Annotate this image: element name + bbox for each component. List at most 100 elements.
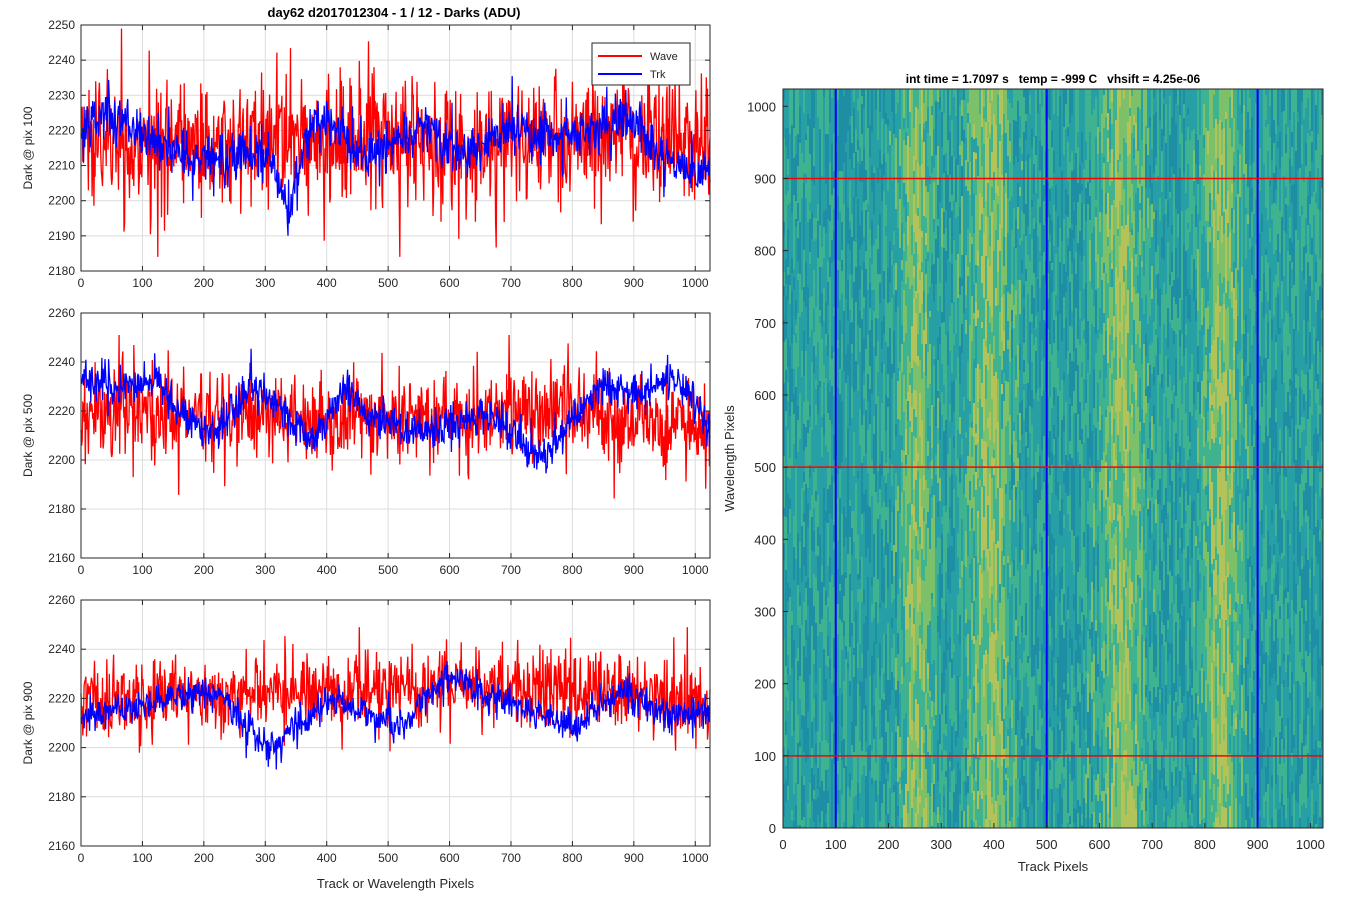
heatmap-cell [989,567,991,583]
heatmap-cell [795,622,797,658]
heatmap-cell [1097,500,1099,526]
heatmap-cell [903,183,905,207]
heatmap-cell [929,823,931,828]
heatmap-cell [791,343,793,369]
heatmap-cell [989,397,991,412]
heatmap-cell [939,177,941,202]
heatmap-cell [993,702,995,736]
heatmap-cell [879,303,881,342]
heatmap-cell [829,163,831,205]
heatmap-cell [883,422,885,432]
heatmap-cell [797,493,799,533]
heatmap-cell [941,392,943,415]
heatmap-cell [1005,748,1007,768]
x-tick-label: 300 [255,851,275,865]
heatmap-cell [1089,775,1091,818]
heatmap-cell [919,815,921,828]
heatmap-cell [1087,210,1089,225]
heatmap-cell [891,690,893,732]
heatmap-cell [975,472,977,490]
heatmap-cell [1065,318,1067,343]
heatmap-cell [953,302,955,334]
heatmap-cell [1011,728,1013,753]
heatmap-cell [1029,289,1031,322]
heatmap-cell [915,576,917,619]
heatmap-cell [995,288,997,306]
heatmap-cell [1015,441,1017,465]
heatmap-cell [783,417,785,439]
heatmap-cell [997,348,999,368]
heatmap-cell [1053,711,1055,727]
heatmap-cell [1007,292,1009,321]
heatmap-cell [901,223,903,260]
heatmap-cell [1033,273,1035,298]
heatmap-cell [959,804,961,828]
heatmap-cell [1019,413,1021,440]
heatmap-cell [901,139,903,152]
heatmap-cell [849,159,851,181]
heatmap-cell [967,444,969,456]
heatmap-cell [867,128,869,147]
heatmap-cell [989,541,991,551]
heatmap-cell [961,656,963,699]
heatmap-cell [989,323,991,344]
heatmap-cell [1099,747,1101,756]
heatmap-cell [837,474,839,498]
heatmap-cell [985,189,987,201]
heatmap-cell [1087,114,1089,144]
heatmap-cell [857,479,859,497]
heatmap-cell [795,333,797,343]
heatmap-cell [823,365,825,382]
heatmap-cell [899,435,901,457]
heatmap-cell [843,371,845,416]
heatmap-cell [893,265,895,295]
heatmap-cell [891,145,893,151]
heatmap-cell [1077,243,1079,258]
heatmap-cell [1033,618,1035,645]
heatmap-cell [947,533,949,548]
heatmap-cell [951,373,953,382]
heatmap-cell [899,777,901,784]
heatmap-cell [921,817,923,828]
heatmap-cell [989,598,991,637]
heatmap-cell [831,222,833,240]
x-tick-label: 1000 [682,563,709,577]
heatmap-cell [925,440,927,480]
heatmap-cell [1053,657,1055,670]
heatmap-cell [817,342,819,385]
heatmap-cell [1033,399,1035,429]
heatmap-cell [901,194,903,223]
heatmap-cell [1015,799,1017,807]
heatmap-cell [1083,169,1085,179]
heatmap-cell [1043,436,1045,466]
heatmap-cell [895,690,897,709]
heatmap-cell [817,797,819,815]
heatmap-cell [1083,815,1085,828]
heatmap-cell [891,181,893,195]
heatmap-cell [983,391,985,431]
heatmap-cell [899,654,901,667]
heatmap-cell [871,246,873,264]
heatmap-cell [1047,503,1049,536]
heatmap-cell [931,156,933,173]
heatmap-cell [847,280,849,321]
heatmap-cell [947,216,949,259]
heatmap-cell [993,237,995,251]
heatmap-cell [1065,751,1067,768]
heatmap-cell [879,677,881,699]
heatmap-cell [1069,662,1071,668]
heatmap-cell [861,817,863,828]
heatmap-cell [969,721,971,766]
heatmap-cell [961,519,963,553]
heatmap-cell [1091,814,1093,828]
heatmap-cell [1009,773,1011,786]
heatmap-cell [941,176,943,208]
heatmap-cell [875,485,877,492]
heatmap-cell [1097,774,1099,801]
heatmap-cell [787,749,789,786]
heatmap-cell [967,123,969,162]
heatmap-cell [1067,823,1069,828]
heatmap-cell [899,794,901,827]
heatmap-cell [863,658,865,693]
heatmap-cell [1011,562,1013,584]
